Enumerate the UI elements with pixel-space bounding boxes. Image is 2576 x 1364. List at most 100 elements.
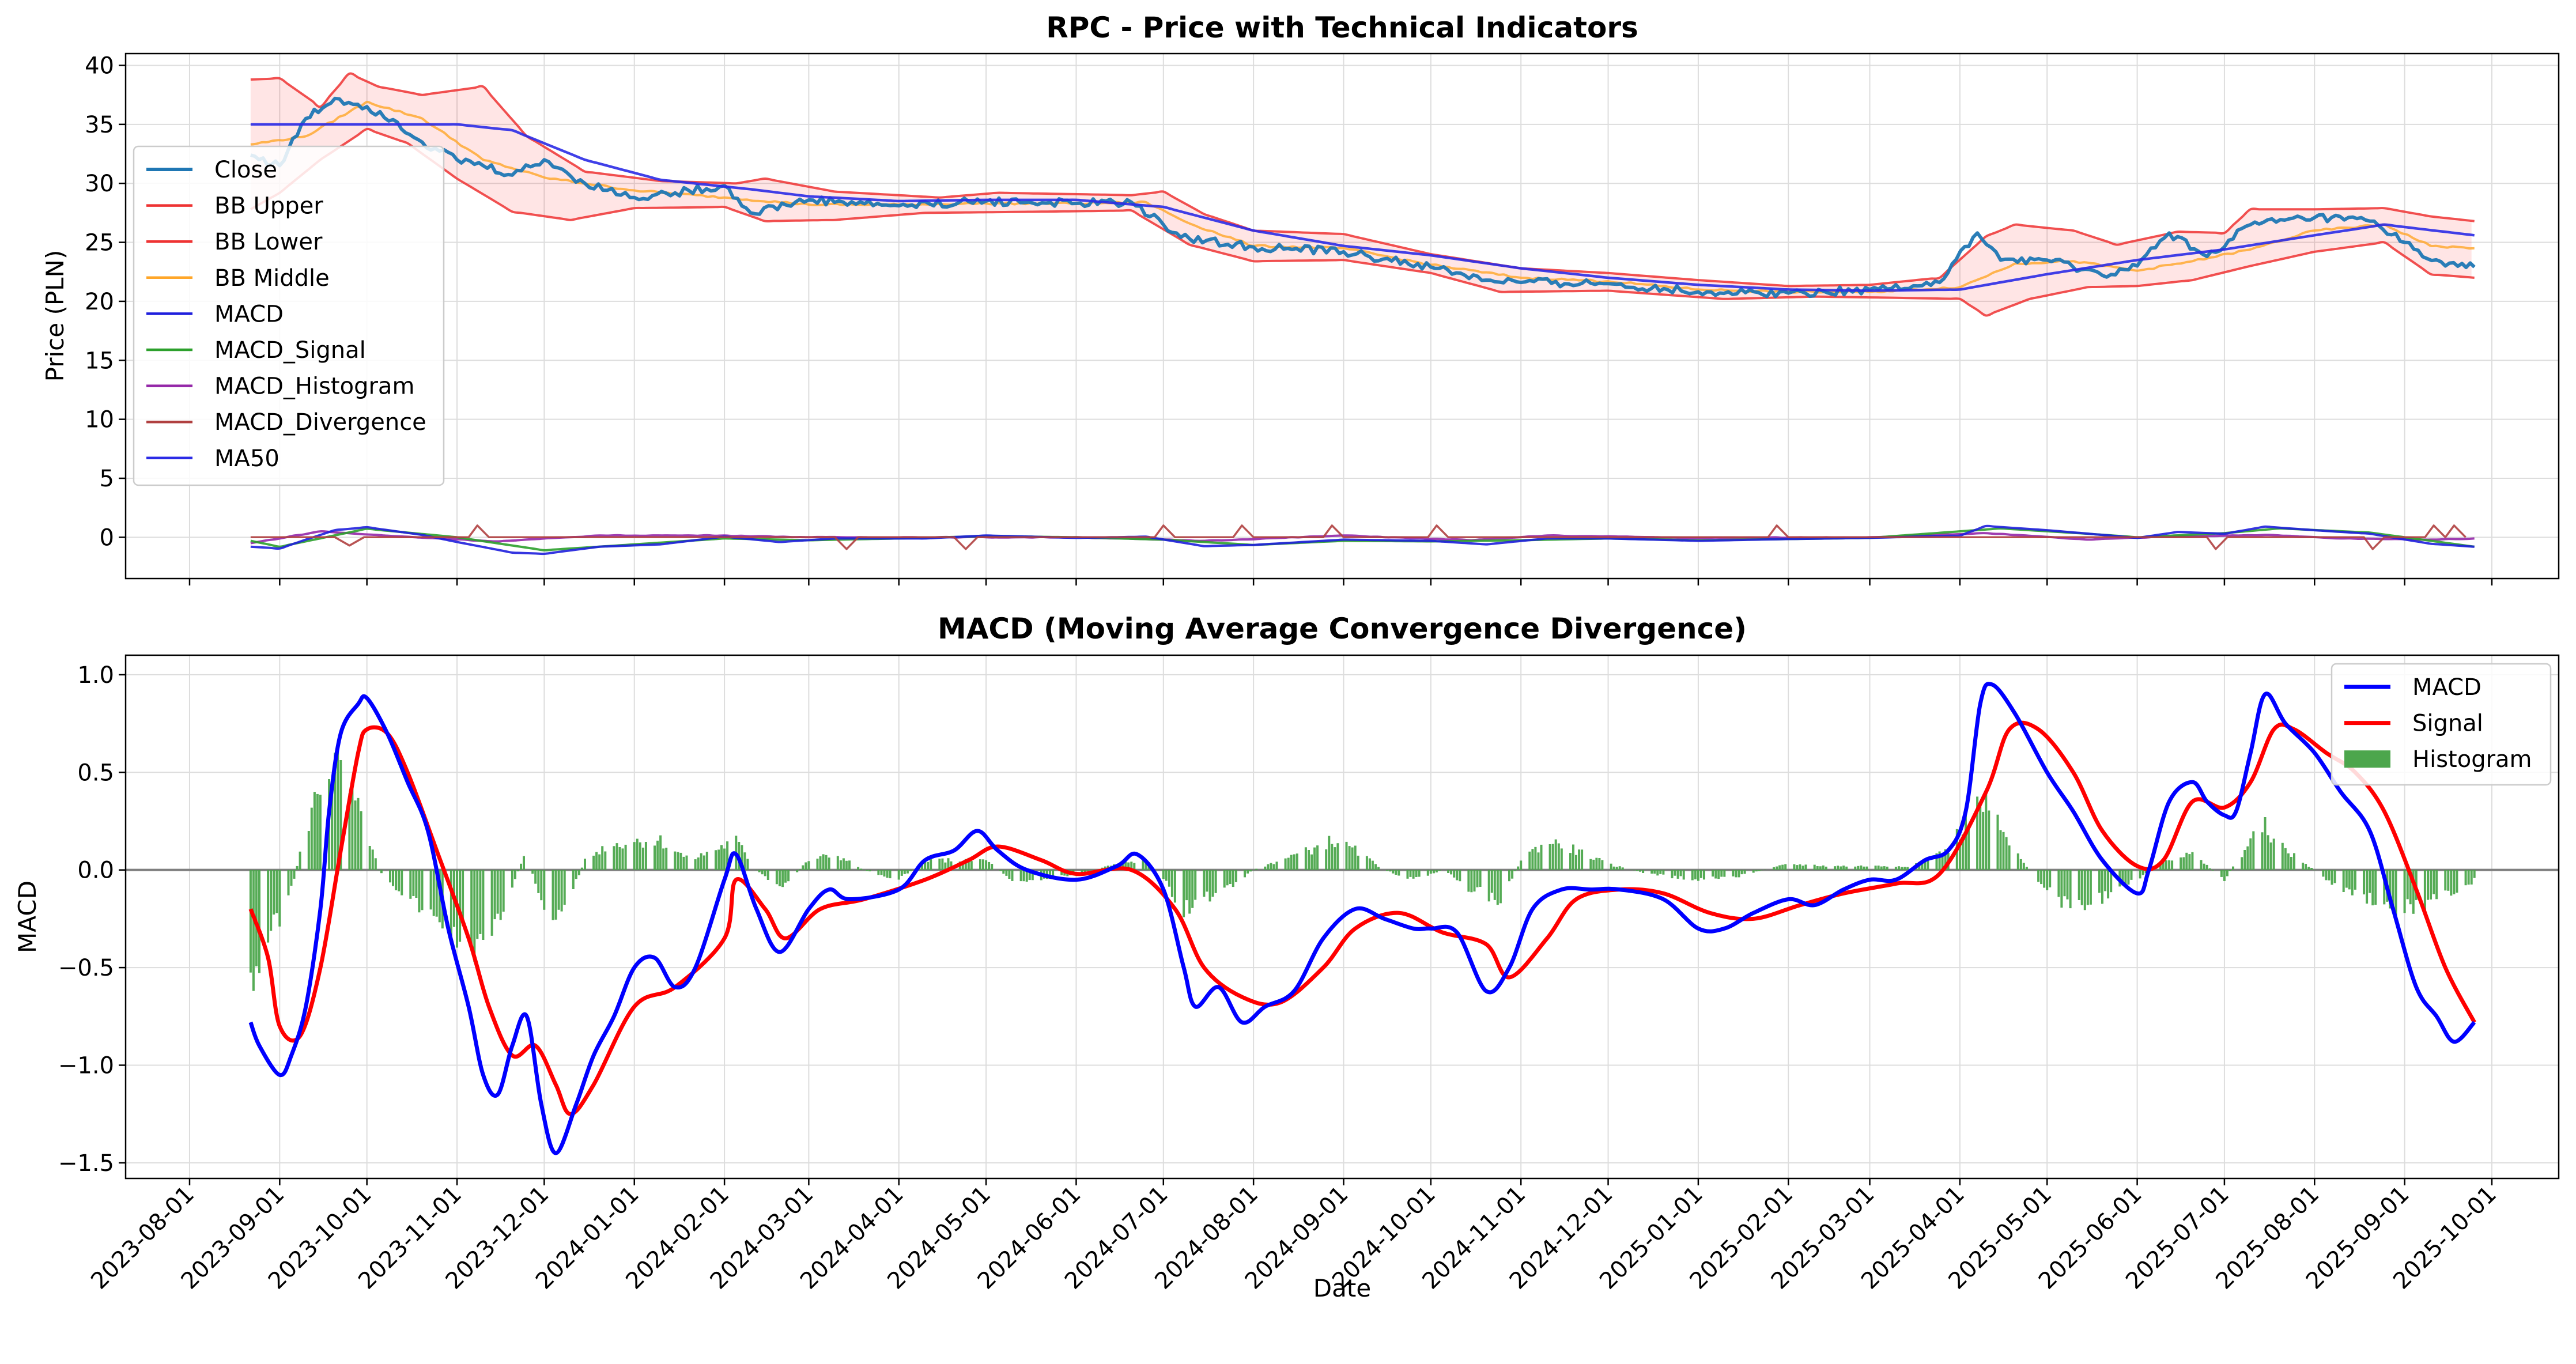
histogram-bar — [252, 870, 255, 991]
histogram-bar — [906, 870, 909, 874]
histogram-bar — [1572, 844, 1574, 870]
histogram-bar — [2394, 870, 2397, 917]
histogram-bar — [883, 870, 886, 877]
histogram-bar — [1377, 867, 1380, 870]
histogram-bar — [1249, 870, 1252, 872]
histogram-bar — [659, 835, 662, 870]
histogram-bar — [1958, 839, 1961, 870]
histogram-bar — [1927, 860, 1929, 870]
histogram-bar — [2083, 870, 2086, 910]
histogram-bar — [1191, 870, 1194, 908]
histogram-bar — [2252, 831, 2255, 870]
histogram-bar — [598, 854, 601, 870]
histogram-bar — [900, 870, 903, 876]
histogram-bar — [1412, 870, 1415, 879]
histogram-bar — [1906, 867, 1909, 870]
histogram-bar — [2366, 870, 2369, 904]
histogram-bar — [2049, 870, 2052, 887]
histogram-bar — [2223, 870, 2226, 881]
histogram-bar — [654, 845, 656, 870]
histogram-bar — [2467, 870, 2470, 885]
histogram-bar — [2037, 870, 2040, 882]
histogram-bar — [296, 866, 299, 870]
histogram-bar — [368, 846, 371, 870]
macd-plot-frame — [124, 654, 2560, 1180]
histogram-bar — [1499, 870, 1502, 904]
histogram-bar — [2293, 853, 2295, 870]
histogram-bar — [1429, 870, 1432, 874]
histogram-bar — [380, 870, 383, 874]
histogram-bar — [1752, 870, 1755, 873]
histogram-bar — [1293, 854, 1295, 870]
histogram-bar — [836, 856, 839, 870]
histogram-bar — [2444, 870, 2447, 891]
price-y-tick-label: 35 — [85, 112, 114, 138]
histogram-bar — [273, 870, 275, 915]
histogram-bar — [1368, 858, 1371, 870]
histogram-bar — [537, 870, 540, 893]
histogram-bar — [307, 831, 310, 870]
histogram-bar — [2331, 870, 2333, 885]
histogram-bar — [2281, 842, 2284, 870]
histogram-bar — [1345, 841, 1348, 870]
histogram-bar — [1348, 846, 1351, 870]
histogram-bar — [1880, 866, 1883, 870]
histogram-bar — [1365, 856, 1368, 870]
price-panel: RPC - Price with Technical Indicators 0 5… — [41, 11, 2560, 585]
histogram-bar — [644, 842, 647, 870]
histogram-bar — [1170, 870, 1173, 897]
histogram-bar — [2203, 863, 2205, 870]
histogram-bar — [1804, 864, 1807, 870]
histogram-bar — [1560, 848, 1563, 870]
histogram-bar — [778, 870, 781, 886]
histogram-bar — [348, 793, 351, 870]
histogram-bar — [991, 864, 994, 870]
histogram-bar — [1028, 870, 1031, 881]
histogram-bar — [1517, 866, 1520, 870]
histogram-bar — [435, 870, 438, 917]
histogram-bar — [1133, 863, 1136, 870]
histogram-bar — [249, 870, 252, 973]
histogram-bar — [2363, 870, 2365, 895]
legend-swatch-histogram — [2344, 750, 2390, 768]
histogram-bar — [2211, 870, 2214, 871]
histogram-bar — [2307, 867, 2310, 870]
histogram-bar — [1735, 870, 1738, 878]
histogram-bar — [2220, 870, 2223, 877]
histogram-bar — [796, 870, 799, 872]
histogram-bar — [802, 865, 804, 870]
histogram-bar — [723, 848, 726, 870]
histogram-bar — [1799, 864, 1801, 870]
histogram-bar — [2433, 870, 2435, 894]
histogram-bar — [1194, 870, 1197, 900]
histogram-bar — [1308, 850, 1310, 870]
histogram-bar — [2246, 846, 2249, 870]
histogram-bar — [1642, 870, 1645, 873]
macd-series-lines — [248, 682, 2476, 1155]
histogram-bar — [947, 858, 950, 870]
series-line-close — [250, 96, 2476, 299]
histogram-bar — [476, 870, 479, 939]
histogram-bar — [2121, 870, 2124, 886]
histogram-bar — [1086, 870, 1089, 871]
histogram-bar — [1886, 866, 1888, 870]
histogram-bar — [1206, 870, 1208, 892]
histogram-bar — [636, 838, 639, 870]
histogram-bar — [860, 868, 863, 870]
histogram-bar — [985, 860, 988, 870]
histogram-bar — [1822, 865, 1825, 870]
histogram-bar — [2086, 870, 2089, 905]
histogram-bar — [1371, 860, 1374, 870]
histogram-bar — [842, 858, 845, 870]
histogram-bar — [1351, 847, 1354, 870]
histogram-bar — [392, 870, 394, 886]
histogram-bar — [1778, 865, 1781, 870]
histogram-bar — [1287, 857, 1290, 870]
histogram-bar — [418, 870, 421, 913]
histogram-bar — [1409, 870, 1412, 877]
histogram-bar — [787, 870, 790, 882]
histogram-bar — [1554, 839, 1557, 870]
histogram-bar — [1840, 866, 1842, 870]
histogram-bar — [886, 870, 889, 878]
histogram-bar — [360, 811, 362, 870]
